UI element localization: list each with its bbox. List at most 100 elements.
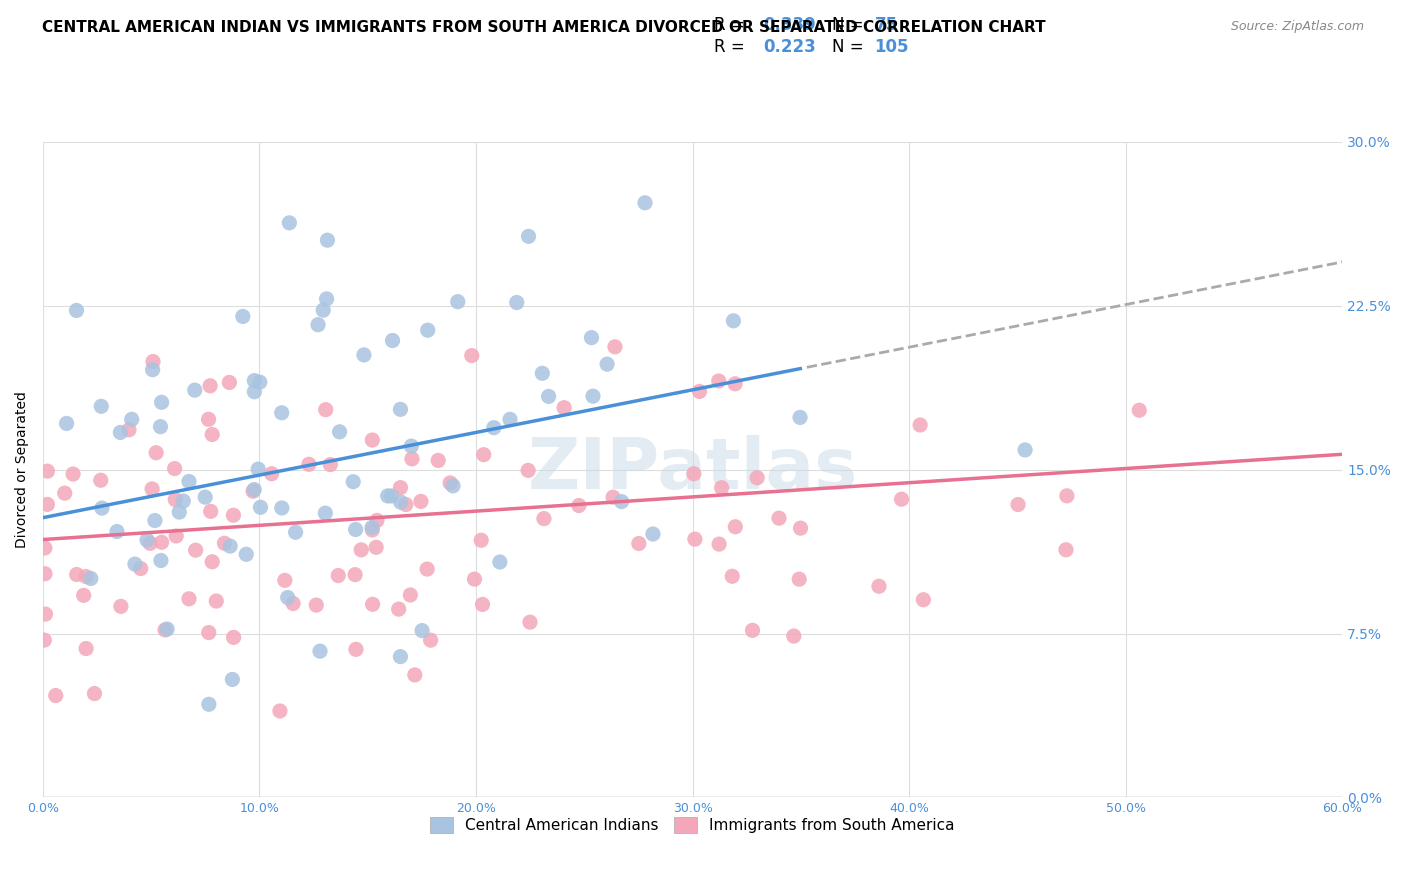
Point bbox=[312, 303, 335, 318]
Point bbox=[627, 536, 650, 550]
Point bbox=[787, 572, 810, 586]
Point bbox=[201, 555, 224, 569]
Point bbox=[197, 625, 219, 640]
Point bbox=[1014, 442, 1036, 457]
Point bbox=[537, 389, 560, 403]
Point bbox=[603, 340, 626, 354]
Point bbox=[342, 475, 364, 489]
Point bbox=[568, 499, 591, 513]
Point bbox=[377, 489, 399, 503]
Text: N =: N = bbox=[832, 16, 869, 34]
Point bbox=[395, 498, 418, 512]
Point bbox=[416, 323, 439, 337]
Point bbox=[634, 195, 657, 210]
Point bbox=[724, 376, 747, 391]
Point bbox=[353, 348, 375, 362]
Point bbox=[463, 572, 485, 586]
Point bbox=[222, 631, 245, 645]
Point bbox=[682, 467, 704, 481]
Point bbox=[783, 629, 806, 643]
Point bbox=[404, 668, 426, 682]
Point bbox=[145, 446, 167, 460]
Point bbox=[37, 497, 59, 511]
Point bbox=[389, 495, 412, 509]
Point bbox=[34, 607, 56, 621]
Point bbox=[401, 451, 423, 466]
Point bbox=[768, 511, 790, 525]
Point bbox=[75, 641, 97, 656]
Point bbox=[683, 532, 706, 546]
Point bbox=[489, 555, 512, 569]
Point bbox=[281, 597, 304, 611]
Point bbox=[1056, 489, 1078, 503]
Text: Source: ZipAtlas.com: Source: ZipAtlas.com bbox=[1230, 20, 1364, 33]
Point bbox=[165, 529, 187, 543]
Text: N =: N = bbox=[832, 38, 869, 56]
Point bbox=[34, 566, 56, 581]
Point bbox=[610, 494, 633, 508]
Point bbox=[218, 376, 240, 390]
Point bbox=[399, 588, 422, 602]
Point bbox=[789, 410, 811, 425]
Point bbox=[37, 464, 59, 478]
Point bbox=[689, 384, 711, 399]
Point bbox=[143, 514, 166, 528]
Point bbox=[381, 334, 404, 348]
Point bbox=[388, 602, 411, 616]
Point bbox=[221, 673, 243, 687]
Point bbox=[163, 461, 186, 475]
Y-axis label: Divorced or Separated: Divorced or Separated bbox=[15, 392, 30, 548]
Point bbox=[482, 420, 505, 434]
Point bbox=[55, 417, 77, 431]
Point bbox=[596, 357, 619, 371]
Point bbox=[284, 525, 307, 540]
Point bbox=[222, 508, 245, 523]
Point bbox=[1054, 542, 1077, 557]
Point bbox=[361, 520, 384, 534]
Point bbox=[581, 331, 603, 345]
Point bbox=[441, 479, 464, 493]
Point bbox=[105, 524, 128, 539]
Point bbox=[121, 412, 143, 426]
Text: 105: 105 bbox=[875, 38, 910, 56]
Point bbox=[470, 533, 492, 548]
Point bbox=[65, 303, 87, 318]
Point bbox=[721, 569, 744, 583]
Point bbox=[419, 633, 441, 648]
Point bbox=[499, 412, 522, 426]
Text: 0.339: 0.339 bbox=[763, 16, 817, 34]
Point bbox=[472, 448, 495, 462]
Point bbox=[401, 439, 423, 453]
Point bbox=[890, 492, 912, 507]
Point bbox=[136, 533, 159, 547]
Point bbox=[309, 644, 332, 658]
Point bbox=[167, 505, 190, 519]
Point bbox=[269, 704, 291, 718]
Point bbox=[153, 623, 176, 637]
Point bbox=[305, 598, 328, 612]
Point bbox=[707, 374, 730, 388]
Point bbox=[197, 412, 219, 426]
Point bbox=[198, 378, 221, 392]
Point bbox=[912, 592, 935, 607]
Point bbox=[344, 523, 367, 537]
Point bbox=[80, 571, 103, 585]
Point bbox=[45, 689, 67, 703]
Point bbox=[249, 500, 271, 515]
Text: R =: R = bbox=[714, 38, 751, 56]
Point bbox=[366, 513, 388, 527]
Text: 75: 75 bbox=[875, 16, 897, 34]
Point bbox=[124, 557, 146, 571]
Point bbox=[328, 568, 350, 582]
Point bbox=[447, 294, 470, 309]
Point bbox=[177, 591, 200, 606]
Point bbox=[602, 490, 624, 504]
Point bbox=[707, 537, 730, 551]
Point bbox=[350, 542, 373, 557]
Point bbox=[427, 453, 450, 467]
Point bbox=[329, 425, 352, 439]
Point bbox=[409, 494, 432, 508]
Point bbox=[172, 494, 194, 508]
Point bbox=[142, 354, 165, 368]
Point bbox=[319, 458, 342, 472]
